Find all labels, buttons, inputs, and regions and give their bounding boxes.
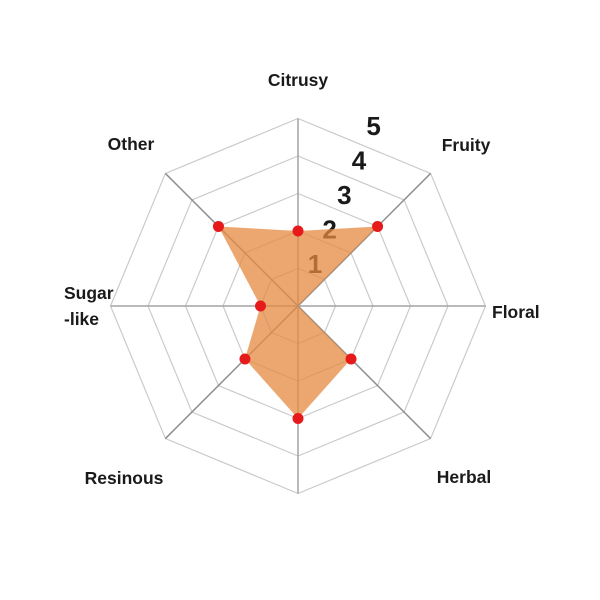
data-point <box>212 220 224 232</box>
tick-label: 4 <box>352 145 367 175</box>
data-point <box>255 300 266 312</box>
tick-label: 3 <box>337 180 351 210</box>
axis-label-citrusy: Citrusy <box>268 70 329 90</box>
data-point <box>292 413 304 424</box>
data-point <box>292 225 304 237</box>
data-point <box>372 220 384 232</box>
axis-label-other: Other <box>108 134 155 154</box>
axis-label-sugar: Sugar -like <box>64 283 114 329</box>
axis-label-floral: Floral <box>492 302 540 322</box>
axis-label-resinous: Resinous <box>85 468 164 488</box>
data-point <box>345 353 357 365</box>
data-polygon <box>218 226 378 419</box>
axis-label-fruity: Fruity <box>442 135 491 155</box>
axis-label-herbal: Herbal <box>437 467 491 487</box>
tick-label: 5 <box>366 111 380 141</box>
data-point <box>239 353 251 365</box>
